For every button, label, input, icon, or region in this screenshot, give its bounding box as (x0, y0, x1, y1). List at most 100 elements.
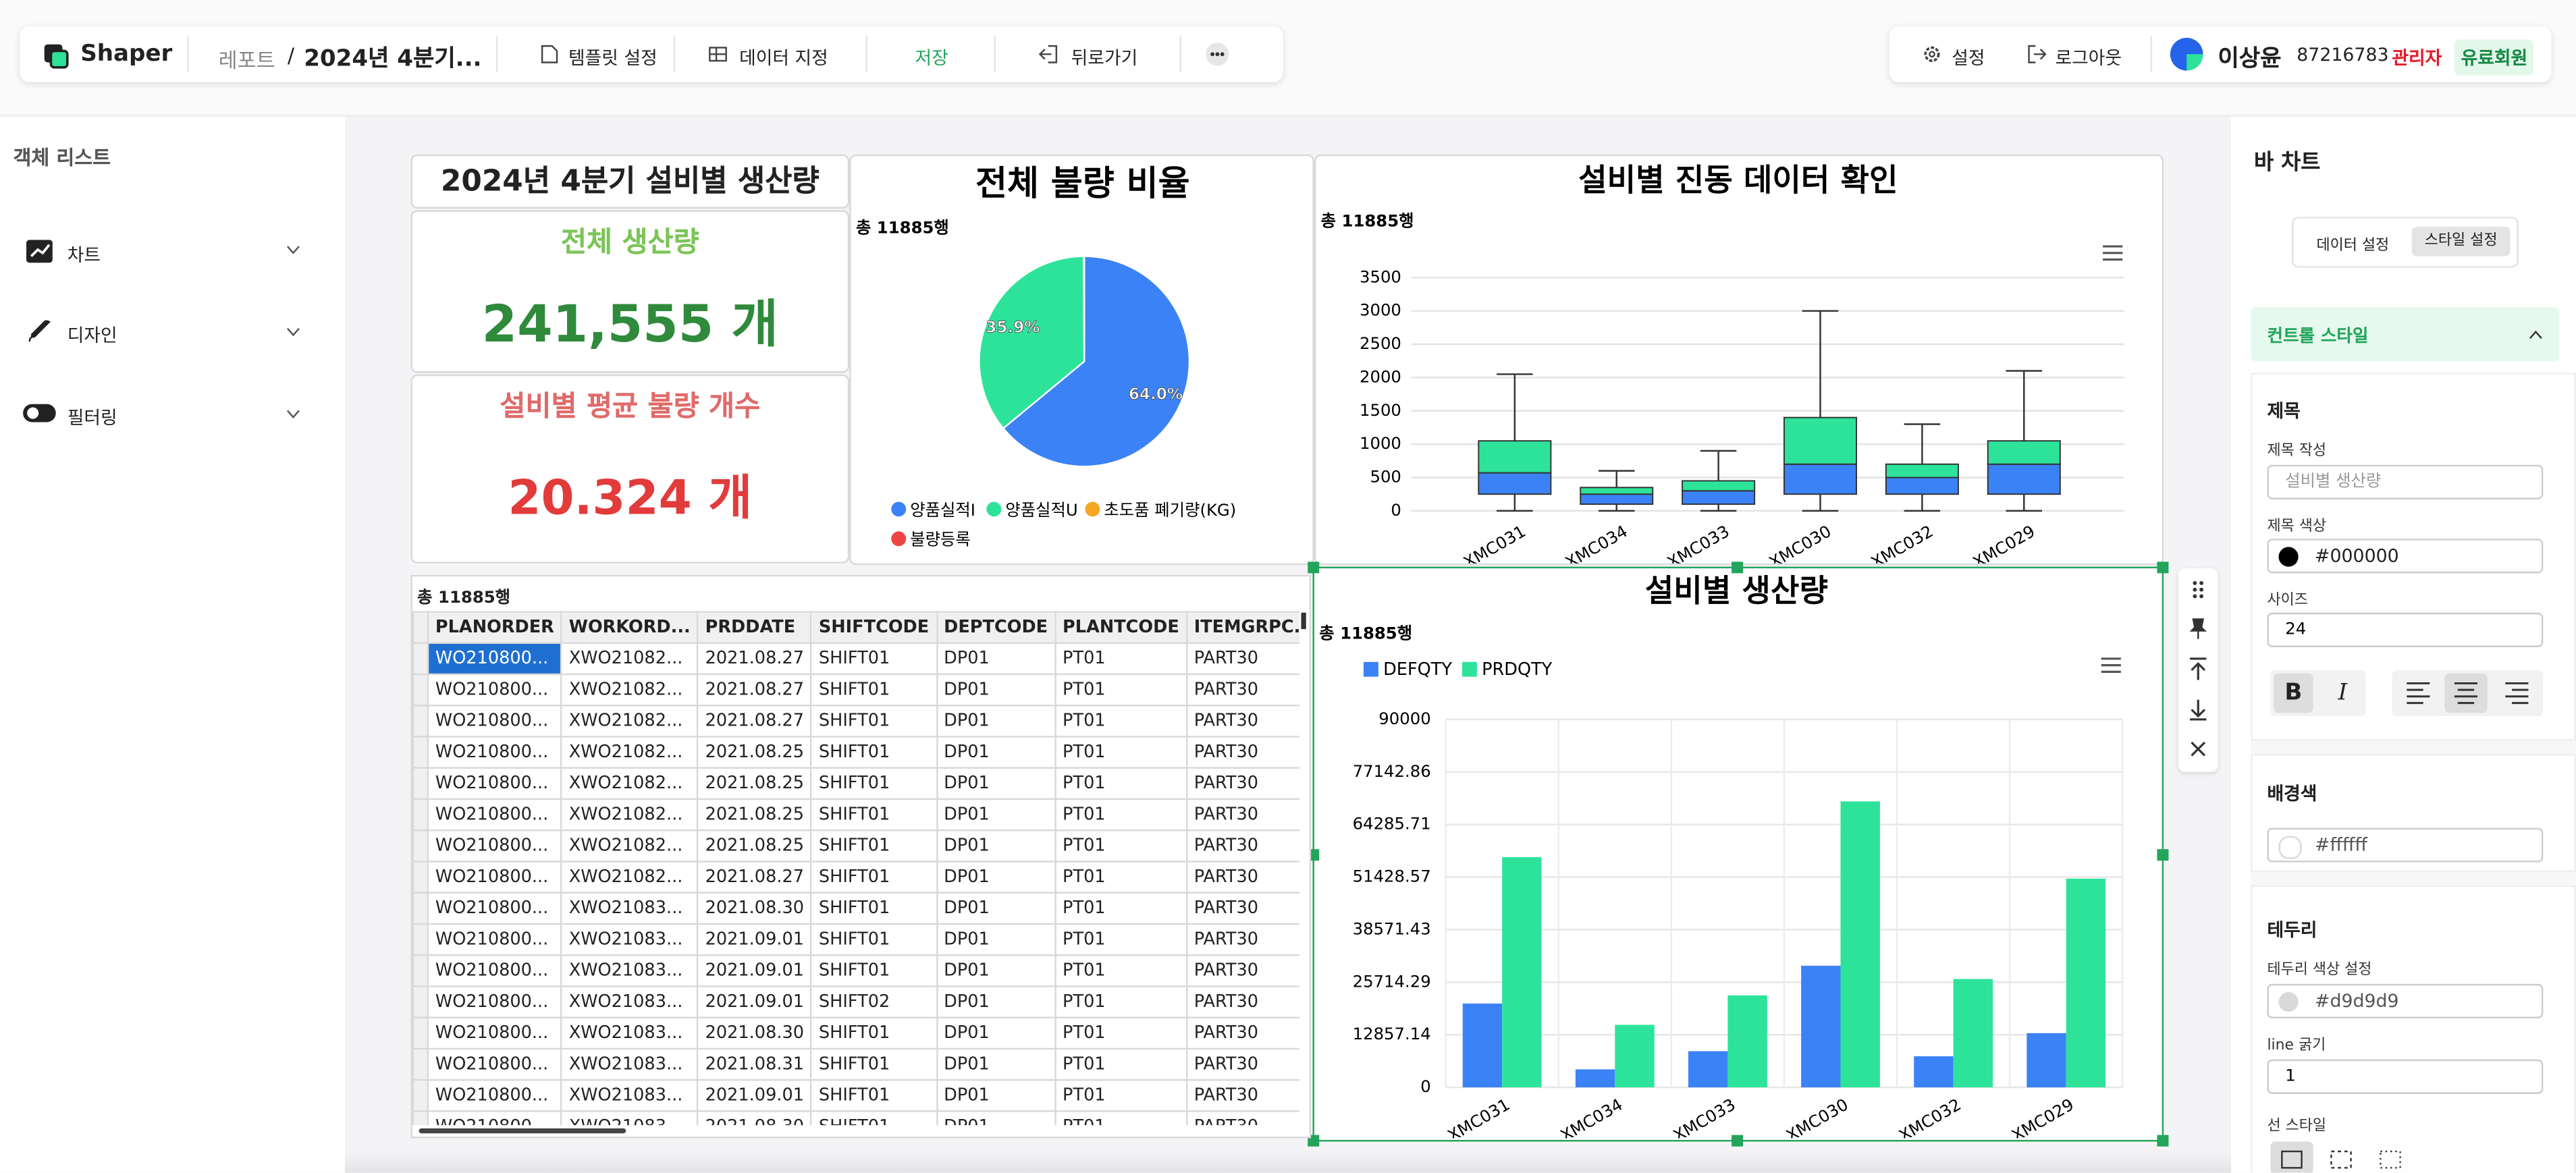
legend-swatch[interactable] (1461, 661, 1477, 677)
table-cell[interactable]: 2021.09.01 (697, 985, 813, 1018)
table-cell[interactable]: SHIFT01 (810, 642, 938, 676)
report-title-box[interactable]: 2024년 4분기 설비별 생산량 (410, 154, 850, 209)
table-cell[interactable]: PART30 (1185, 923, 1300, 956)
bar[interactable] (1801, 965, 1841, 1088)
table-cell[interactable]: PART30 (1185, 1110, 1300, 1126)
table-cell[interactable]: PART30 (1185, 705, 1300, 738)
table-cell[interactable]: SHIFT01 (810, 767, 938, 800)
sidebar-item[interactable]: 차트 (67, 244, 101, 267)
chevron-up[interactable] (2528, 329, 2543, 340)
h-scrollbar[interactable] (419, 1128, 626, 1134)
table-cell[interactable]: WO210800... (427, 829, 563, 863)
table-cell[interactable]: WO210800... (427, 736, 563, 769)
legend-swatch[interactable] (891, 531, 907, 547)
resize-handle[interactable] (1732, 1135, 1744, 1147)
table-cell[interactable]: DP01 (935, 829, 1056, 863)
table-cell[interactable]: WO210800... (427, 1016, 563, 1050)
table-cell[interactable]: 2021.08.31 (697, 1047, 813, 1081)
table-cell[interactable]: SHIFT01 (810, 705, 938, 738)
bar[interactable] (1502, 857, 1542, 1088)
table-cell[interactable]: XWO21082... (560, 829, 699, 863)
legend-label[interactable]: 양품실적U (1005, 500, 1077, 520)
table-cell[interactable]: SHIFT01 (810, 1110, 938, 1126)
logout[interactable]: 로그아웃 (2055, 47, 2122, 70)
table-cell[interactable]: XWO21083... (560, 954, 699, 987)
logo[interactable]: Shaper (80, 40, 173, 67)
table-cell[interactable]: 2021.08.27 (697, 673, 813, 707)
bar-card[interactable]: 설비별 생산량 총 11885행 DEFQTY PRDQTY 0 12857.14 2571… (1312, 566, 2164, 1145)
table-cell[interactable]: WO210800... (427, 923, 563, 956)
bar[interactable] (1462, 1003, 1503, 1088)
table-cell[interactable]: DP01 (935, 673, 1056, 707)
table-cell[interactable]: XWO21083... (560, 1079, 699, 1112)
bold-button[interactable]: B (2274, 673, 2313, 713)
table-cell[interactable]: DP01 (935, 1110, 1056, 1126)
resize-handle[interactable] (1732, 562, 1744, 574)
title-color-input[interactable]: #000000 (2267, 539, 2544, 574)
table-cell[interactable]: 2021.08.25 (697, 798, 813, 831)
resize-handle[interactable] (2157, 562, 2169, 574)
table-cell[interactable]: PART30 (1185, 673, 1300, 707)
box-card[interactable]: 설비별 진동 데이터 확인 총 11885행 0 500 1000 1500 2000 250… (1314, 154, 2164, 572)
box-upper[interactable] (1885, 463, 1959, 479)
table-card[interactable]: 총 11885행 PLANORDER WORKORD... PRDDATE SHIFT… (410, 574, 1312, 1139)
table-cell[interactable]: XWO21082... (560, 673, 699, 707)
box-upper[interactable] (1783, 416, 1858, 465)
legend-label[interactable]: DEFQTY (1383, 659, 1452, 680)
resize-handle[interactable] (2157, 1135, 2169, 1147)
table-cell[interactable]: DP01 (935, 642, 1056, 676)
table-cell[interactable]: PT01 (1054, 705, 1187, 738)
size-input[interactable]: 24 (2267, 612, 2544, 647)
table-cell[interactable]: DP01 (935, 923, 1056, 956)
table-cell[interactable]: 2021.09.01 (697, 1079, 813, 1112)
table-cell[interactable]: 2021.08.27 (697, 642, 813, 676)
table-cell[interactable]: PART30 (1185, 767, 1300, 800)
table-cell[interactable]: PT01 (1054, 923, 1187, 956)
table-cell[interactable]: DP01 (935, 1016, 1056, 1050)
legend-label[interactable]: PRDQTY (1482, 659, 1553, 680)
table-cell[interactable]: SHIFT01 (810, 736, 938, 769)
table-cell[interactable]: WO210800... (427, 767, 563, 800)
resize-handle[interactable] (1308, 562, 1320, 574)
table-cell[interactable]: SHIFT01 (810, 829, 938, 863)
bar[interactable] (2066, 878, 2106, 1088)
table-cell[interactable]: DP01 (935, 892, 1056, 925)
table-cell[interactable]: DP01 (935, 736, 1056, 769)
tab-active[interactable]: 스타일 설정 (2411, 226, 2511, 256)
table-cell[interactable]: WO210800... (427, 1047, 563, 1081)
table-cell[interactable]: XWO21083... (560, 985, 699, 1018)
legend-swatch[interactable] (1085, 501, 1100, 517)
box-lower[interactable] (1987, 463, 2061, 495)
bar[interactable] (1953, 979, 1993, 1088)
table-cell[interactable]: PT01 (1054, 736, 1187, 769)
table-cell[interactable]: PT01 (1054, 767, 1187, 800)
table-cell[interactable]: XWO21083... (560, 892, 699, 925)
table-cell[interactable]: PART30 (1185, 829, 1300, 863)
table-cell[interactable]: PT01 (1054, 954, 1187, 987)
bar[interactable] (1914, 1056, 1954, 1088)
more-button[interactable] (1206, 43, 1229, 66)
section-header[interactable]: 컨트롤 스타일 (2251, 307, 2560, 362)
table-cell[interactable]: XWO21083... (560, 1016, 699, 1050)
v-scrollbar[interactable] (1301, 612, 1306, 630)
table-cell[interactable]: XWO21082... (560, 736, 699, 769)
chevron[interactable] (286, 327, 300, 338)
table-cell[interactable]: WO210800... (427, 798, 563, 831)
table-cell[interactable]: XWO21082... (560, 642, 699, 676)
table-cell[interactable]: SHIFT01 (810, 923, 938, 956)
table-cell[interactable]: SHIFT02 (810, 985, 938, 1018)
resize-handle[interactable] (2157, 849, 2169, 861)
table-cell[interactable]: PART30 (1185, 798, 1300, 831)
menu-data[interactable]: 데이터 지정 (739, 47, 828, 70)
table-cell[interactable]: 2021.09.01 (697, 954, 813, 987)
table-cell[interactable]: XWO21082... (560, 705, 699, 738)
table-cell[interactable]: 2021.08.30 (697, 892, 813, 925)
menu-template[interactable]: 템플릿 설정 (568, 47, 658, 70)
table-cell[interactable]: SHIFT01 (810, 861, 938, 894)
table-cell[interactable]: XWO21083... (560, 923, 699, 956)
table-cell[interactable]: WO210800... (427, 642, 563, 676)
italic-button[interactable]: I (2338, 680, 2348, 707)
table-cell[interactable]: PT01 (1054, 798, 1187, 831)
table-cell[interactable]: PT01 (1054, 1016, 1187, 1050)
table-cell[interactable]: WO210800... (427, 1079, 563, 1112)
